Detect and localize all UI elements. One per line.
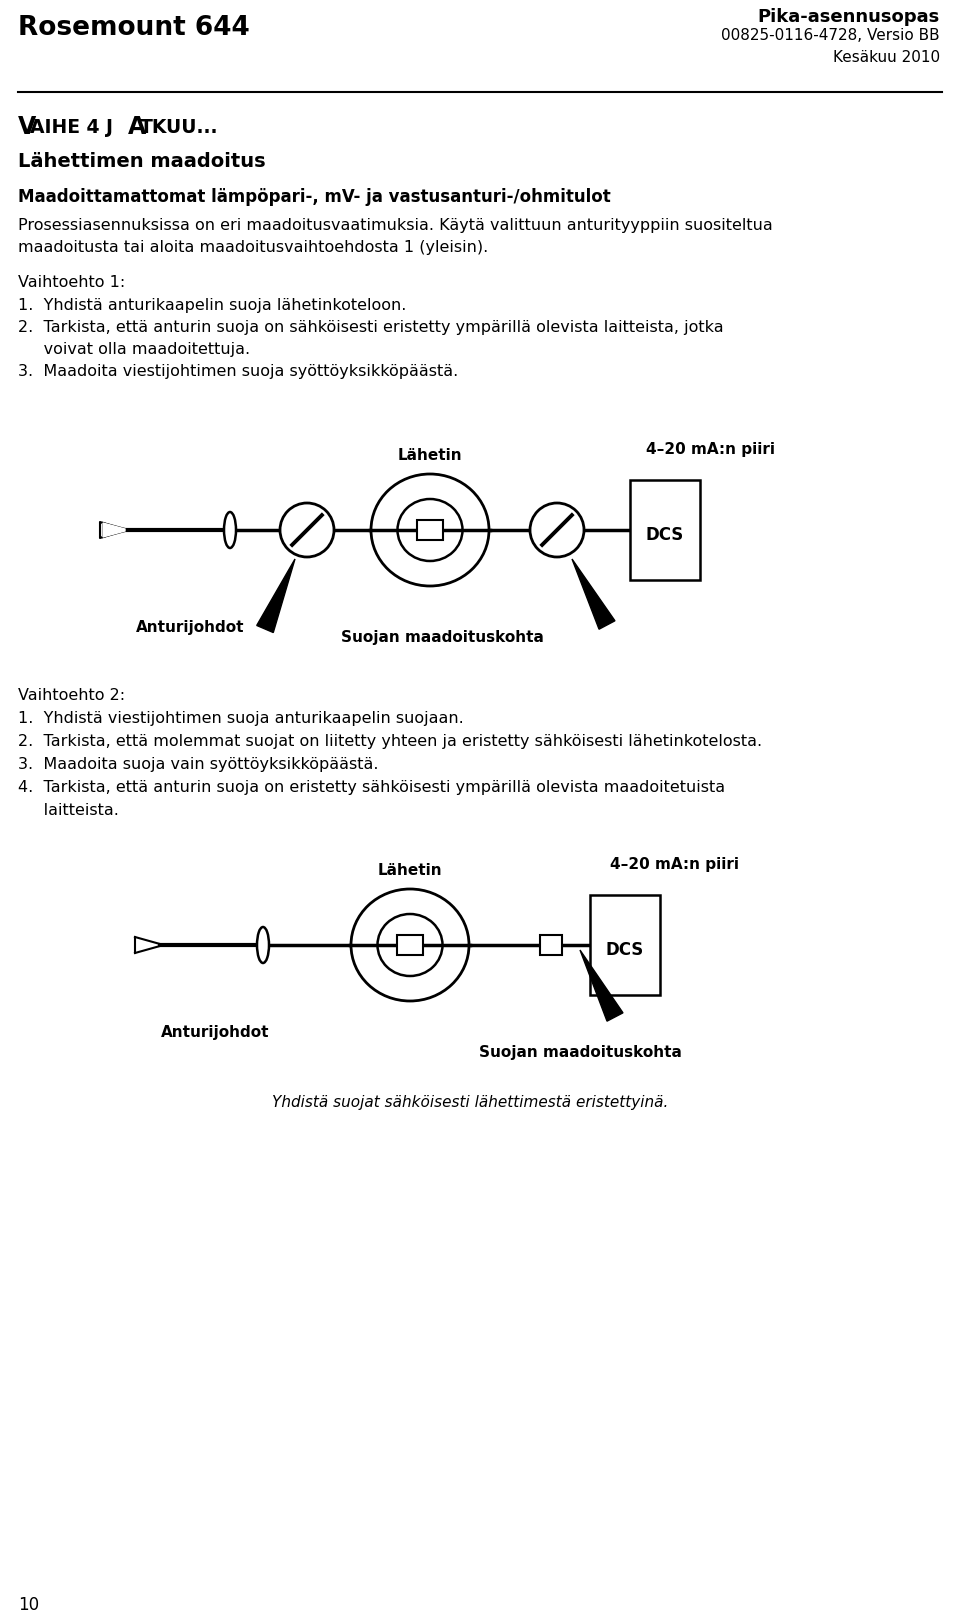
Ellipse shape <box>351 889 469 1000</box>
Text: 10: 10 <box>18 1597 39 1611</box>
Text: V: V <box>18 114 36 139</box>
Text: Lähetin: Lähetin <box>377 863 443 878</box>
Text: Lähettimen maadoitus: Lähettimen maadoitus <box>18 151 266 171</box>
Text: 00825-0116-4728, Versio BB: 00825-0116-4728, Versio BB <box>721 27 940 43</box>
Circle shape <box>530 503 584 557</box>
Polygon shape <box>572 559 615 630</box>
Text: TKUU...: TKUU... <box>140 118 219 137</box>
Text: 2.  Tarkista, että molemmat suojat on liitetty yhteen ja eristetty sähköisesti l: 2. Tarkista, että molemmat suojat on lii… <box>18 735 762 749</box>
Polygon shape <box>135 938 160 954</box>
Bar <box>540 934 562 955</box>
Text: voivat olla maadoitettuja.: voivat olla maadoitettuja. <box>18 342 251 358</box>
Ellipse shape <box>377 913 443 976</box>
Text: Suojan maadoituskohta: Suojan maadoituskohta <box>341 630 543 644</box>
Text: 3.  Maadoita viestijohtimen suoja syöttöyksikköpäästä.: 3. Maadoita viestijohtimen suoja syöttöy… <box>18 364 458 379</box>
Bar <box>630 480 700 580</box>
Polygon shape <box>103 524 125 536</box>
Ellipse shape <box>257 926 269 963</box>
Bar <box>417 520 443 540</box>
Text: A: A <box>128 114 146 139</box>
Text: Prosessiasennuksissa on eri maadoitusvaatimuksia. Käytä valittuun anturityyppiin: Prosessiasennuksissa on eri maadoitusvaa… <box>18 217 773 234</box>
Bar <box>397 934 423 955</box>
Text: 2.  Tarkista, että anturin suoja on sähköisesti eristetty ympärillä olevista lai: 2. Tarkista, että anturin suoja on sähkö… <box>18 321 724 335</box>
Text: Vaihtoehto 2:: Vaihtoehto 2: <box>18 688 125 702</box>
Text: maadoitusta tai aloita maadoitusvaihtoehdosta 1 (yleisin).: maadoitusta tai aloita maadoitusvaihtoeh… <box>18 240 489 255</box>
Text: Lähetin: Lähetin <box>397 448 463 462</box>
Text: laitteista.: laitteista. <box>18 802 119 818</box>
Polygon shape <box>256 559 295 633</box>
Polygon shape <box>100 522 125 538</box>
Ellipse shape <box>371 474 489 586</box>
Text: Anturijohdot: Anturijohdot <box>135 620 244 635</box>
Text: Vaihtoehto 1:: Vaihtoehto 1: <box>18 275 125 290</box>
Text: DCS: DCS <box>646 527 684 545</box>
Text: 4.  Tarkista, että anturin suoja on eristetty sähköisesti ympärillä olevista maa: 4. Tarkista, että anturin suoja on erist… <box>18 780 725 794</box>
Text: Rosemount 644: Rosemount 644 <box>18 14 250 40</box>
Ellipse shape <box>397 499 463 561</box>
Text: 4–20 mA:n piiri: 4–20 mA:n piiri <box>611 857 739 872</box>
Circle shape <box>280 503 334 557</box>
Text: AIHE 4 J: AIHE 4 J <box>30 118 113 137</box>
Text: DCS: DCS <box>606 941 644 959</box>
Text: Pika-asennusopas: Pika-asennusopas <box>757 8 940 26</box>
Text: 3.  Maadoita suoja vain syöttöyksikköpäästä.: 3. Maadoita suoja vain syöttöyksikköpääs… <box>18 757 378 772</box>
Bar <box>590 896 660 996</box>
Text: 1.  Yhdistä viestijohtimen suoja anturikaapelin suojaan.: 1. Yhdistä viestijohtimen suoja anturika… <box>18 710 464 727</box>
Ellipse shape <box>224 512 236 548</box>
Text: Suojan maadoituskohta: Suojan maadoituskohta <box>479 1046 682 1060</box>
Text: 1.  Yhdistä anturikaapelin suoja lähetinkoteloon.: 1. Yhdistä anturikaapelin suoja lähetink… <box>18 298 406 313</box>
Text: 4–20 mA:n piiri: 4–20 mA:n piiri <box>645 441 775 458</box>
Polygon shape <box>580 950 623 1021</box>
Text: Kesäkuu 2010: Kesäkuu 2010 <box>833 50 940 64</box>
Text: Yhdistä suojat sähköisesti lähettimestä eristettyinä.: Yhdistä suojat sähköisesti lähettimestä … <box>272 1095 668 1110</box>
Text: Anturijohdot: Anturijohdot <box>160 1025 269 1041</box>
Text: Maadoittamattomat lämpöpari-, mV- ja vastusanturi-/ohmitulot: Maadoittamattomat lämpöpari-, mV- ja vas… <box>18 188 611 206</box>
